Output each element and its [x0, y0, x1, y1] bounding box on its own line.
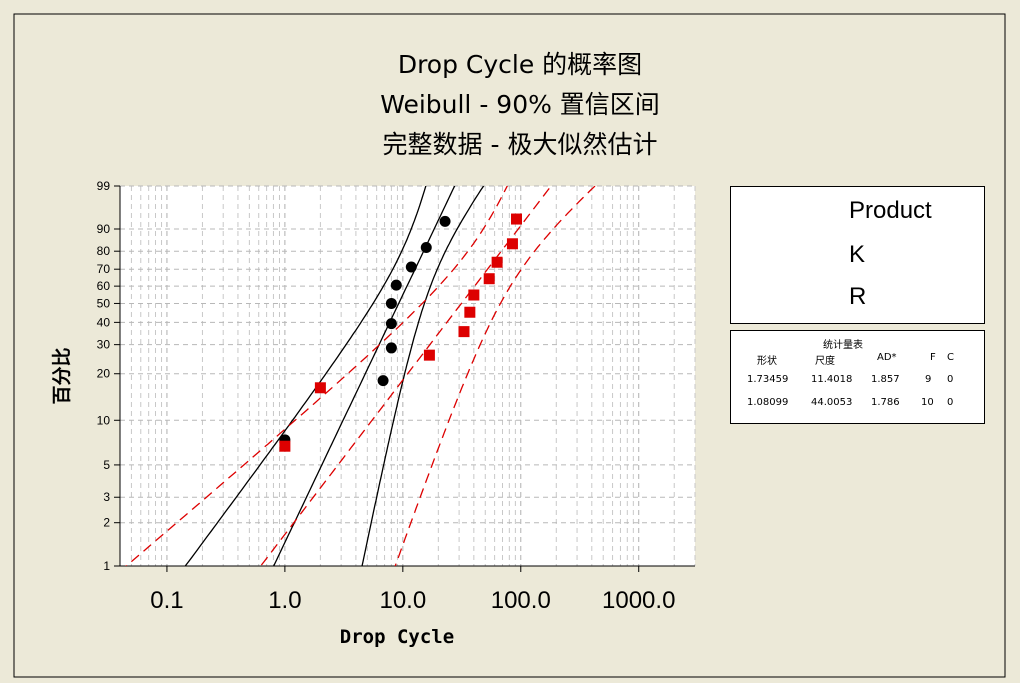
x-tick-label: 0.1 [150, 587, 183, 614]
series-r-point [483, 273, 495, 285]
series-k-point [385, 318, 397, 330]
x-tick-label: 1.0 [268, 587, 301, 614]
series-k-point [377, 375, 389, 387]
stats-header-f: F [930, 352, 936, 363]
chart-subtitle: Weibull - 90% 置信区间 [380, 90, 660, 119]
series-k-point [385, 342, 397, 354]
stats-k-scale: 11.4018 [811, 374, 853, 385]
y-tick-label: 30 [97, 338, 111, 352]
statistics-table: 统计量表 形状 尺度 AD* F C 1.73459 11.4018 1.857… [730, 330, 985, 424]
series-r-point [464, 306, 476, 318]
stats-header-shape: 形状 [757, 356, 777, 367]
series-r-point [511, 213, 523, 225]
x-tick-label: 1000.0 [602, 587, 675, 614]
stats-r-f: 10 [921, 397, 934, 408]
series-k-ci-lower-line [184, 186, 427, 566]
stats-header-scale: 尺度 [815, 356, 835, 367]
legend: Product K R [730, 186, 985, 324]
axes: 1 2 3 5 10 20 30 40 50 60 70 80 90 99 0.1 1.0 10.0 100.0 1… [97, 179, 695, 614]
series-k-point [439, 215, 451, 227]
series-k-ci-upper-line [361, 186, 485, 566]
y-tick-label: 90 [97, 222, 111, 236]
series-r-ci-lower-line [125, 186, 508, 566]
gridlines [119, 185, 696, 567]
stats-k-c: 0 [947, 374, 954, 385]
y-axis-label: 百分比 [51, 347, 73, 404]
x-axis-label: Drop Cycle [340, 626, 454, 648]
fit-lines [125, 186, 596, 566]
y-tick-label: 70 [97, 262, 111, 276]
series-k-point [420, 241, 432, 253]
stats-r-ad: 1.786 [871, 397, 900, 408]
legend-label-r: R [849, 283, 867, 310]
stats-r-scale: 44.0053 [811, 397, 853, 408]
stats-k-f: 9 [925, 374, 932, 385]
plot-area [120, 186, 695, 566]
y-tick-label: 3 [103, 490, 110, 504]
series-r-point [506, 238, 518, 250]
series-r-point [491, 256, 503, 268]
y-tick-label: 5 [103, 458, 110, 472]
y-tick-label: 80 [97, 244, 111, 258]
chart-title: Drop Cycle 的概率图 [397, 50, 643, 79]
series-r-point [423, 349, 435, 361]
x-tick-label: 100.0 [491, 587, 551, 614]
chart-subtitle-2: 完整数据 - 极大似然估计 [382, 130, 658, 159]
stats-header-ad: AD* [877, 352, 897, 363]
y-tick-label: 99 [97, 179, 111, 193]
stats-k-shape: 1.73459 [747, 374, 789, 385]
series-k-fit-line [272, 186, 456, 566]
series-r-point [279, 440, 291, 452]
legend-title: Product [849, 197, 932, 224]
series-r-ci-upper-line [394, 186, 596, 566]
series-k-point [385, 297, 397, 309]
series-r-point [458, 326, 470, 338]
series-k-point [390, 279, 402, 291]
y-tick-label: 60 [97, 279, 111, 293]
series-r-point [314, 382, 326, 394]
series-r-point [468, 289, 480, 301]
stats-r-c: 0 [947, 397, 954, 408]
stats-k-ad: 1.857 [871, 374, 900, 385]
y-tick-label: 50 [97, 296, 111, 310]
stats-header-c: C [947, 352, 954, 363]
y-tick-label: 10 [97, 413, 111, 427]
x-tick-label: 10.0 [379, 587, 426, 614]
stats-r-shape: 1.08099 [747, 397, 789, 408]
y-tick-label: 2 [103, 516, 110, 530]
y-tick-label: 40 [97, 315, 111, 329]
data-points [279, 213, 523, 452]
series-k-point [405, 261, 417, 273]
y-tick-label: 20 [97, 367, 111, 381]
stats-caption: 统计量表 [823, 340, 863, 351]
y-tick-label: 1 [103, 559, 110, 573]
legend-label-k: K [849, 241, 866, 268]
